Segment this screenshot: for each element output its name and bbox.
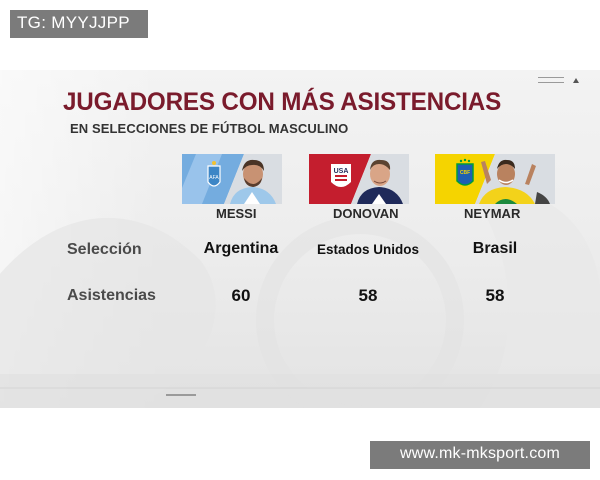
graphic-subtitle: EN SELECCIONES DE FÚTBOL MASCULINO xyxy=(70,121,349,136)
top-watermark: TG: MYYJJPP xyxy=(10,10,148,38)
svg-text:CBF: CBF xyxy=(460,170,470,176)
player-card-messi: AFA xyxy=(182,154,282,204)
donovan-photo xyxy=(357,159,403,204)
team-donovan: Estados Unidos xyxy=(316,242,419,257)
assists-donovan: 58 xyxy=(358,286,378,305)
usa-crest-icon: USA xyxy=(331,164,351,187)
team-messi: Argentina xyxy=(203,240,279,257)
messi-photo xyxy=(230,159,276,204)
player-card-neymar: CBF xyxy=(435,154,555,204)
svg-text:USA: USA xyxy=(334,168,349,175)
argentina-crest-icon: AFA xyxy=(207,161,221,187)
neymar-photo xyxy=(479,159,550,204)
bottom-watermark: www.mk-mksport.com xyxy=(370,441,590,469)
player-name-messi: MESSI xyxy=(216,206,257,221)
stats-graphic: JUGADORES CON MÁS ASISTENCIAS EN SELECCI… xyxy=(0,70,600,408)
row-label-assists: Asistencias xyxy=(67,287,156,304)
triangle-up-icon xyxy=(573,78,579,83)
team-neymar: Brasil xyxy=(472,240,518,257)
assists-messi: 60 xyxy=(231,286,251,305)
player-name-donovan: DONOVAN xyxy=(333,206,399,221)
row-label-team: Selección xyxy=(67,241,142,258)
assists-neymar: 58 xyxy=(485,286,505,305)
bottom-marker xyxy=(166,394,196,396)
player-name-neymar: NEYMAR xyxy=(464,206,521,221)
graphic-title: JUGADORES CON MÁS ASISTENCIAS xyxy=(63,88,502,116)
menu-lines-icon xyxy=(538,77,564,91)
svg-text:AFA: AFA xyxy=(209,175,219,181)
brazil-crest-icon: CBF xyxy=(456,158,474,186)
background-decoration xyxy=(0,70,600,408)
player-card-donovan: USA xyxy=(309,154,409,204)
